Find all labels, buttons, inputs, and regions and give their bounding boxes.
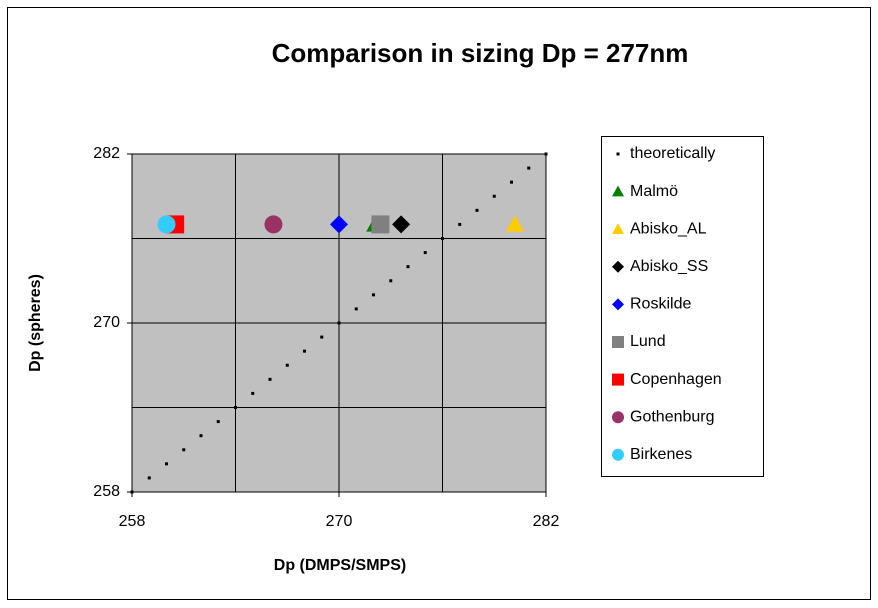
point xyxy=(182,448,186,452)
point xyxy=(337,321,341,325)
legend xyxy=(601,136,764,477)
point xyxy=(130,490,134,494)
point xyxy=(492,194,496,198)
point xyxy=(303,349,306,353)
legend-label: Copenhagen xyxy=(630,371,722,388)
y-tick-label: 258 xyxy=(93,483,120,500)
point xyxy=(354,307,358,311)
point xyxy=(285,363,289,367)
point xyxy=(157,215,176,234)
point xyxy=(147,476,151,480)
legend-marker xyxy=(612,411,624,424)
point xyxy=(199,434,203,438)
point xyxy=(389,279,393,283)
point xyxy=(264,215,283,234)
legend-label: theoretically xyxy=(630,145,715,162)
legend-label: Gothenburg xyxy=(630,408,715,425)
x-tick-label: 282 xyxy=(533,513,560,530)
legend-marker xyxy=(612,336,624,348)
point xyxy=(320,335,324,339)
point xyxy=(251,391,255,395)
y-tick-label: 270 xyxy=(93,314,120,331)
legend-marker xyxy=(612,373,624,386)
point xyxy=(372,293,375,297)
legend-label: Abisko_AL xyxy=(630,220,707,237)
point xyxy=(458,222,462,226)
x-axis-label: Dp (DMPS/SMPS) xyxy=(274,557,406,574)
legend-label: Malmö xyxy=(630,183,678,200)
legend-label: Roskilde xyxy=(630,296,691,313)
legend-label: Abisko_SS xyxy=(630,258,708,275)
legend-label: Birkenes xyxy=(630,446,692,463)
legend-marker xyxy=(612,260,624,273)
point xyxy=(371,215,390,234)
point xyxy=(392,215,411,234)
legend-marker xyxy=(612,185,624,197)
x-tick-label: 258 xyxy=(119,513,146,530)
legend-marker xyxy=(612,223,624,234)
legend-marker xyxy=(612,298,624,311)
legend-marker xyxy=(616,152,620,156)
legend-label: Lund xyxy=(630,333,666,350)
point xyxy=(510,180,513,184)
y-axis-label: Dp (spheres) xyxy=(27,274,44,372)
chart-title: Comparison in sizing Dp = 277nm xyxy=(272,38,689,68)
point xyxy=(544,152,548,156)
point xyxy=(527,166,531,170)
point xyxy=(475,208,479,212)
x-tick-label: 270 xyxy=(326,513,353,530)
point xyxy=(423,251,427,255)
legend-marker xyxy=(612,448,624,461)
point xyxy=(268,377,272,381)
y-tick-label: 282 xyxy=(93,145,120,162)
point xyxy=(505,215,524,232)
point xyxy=(330,215,348,234)
point xyxy=(165,462,168,466)
point xyxy=(441,237,444,240)
point xyxy=(234,406,237,409)
point xyxy=(406,265,410,269)
point xyxy=(216,420,220,424)
